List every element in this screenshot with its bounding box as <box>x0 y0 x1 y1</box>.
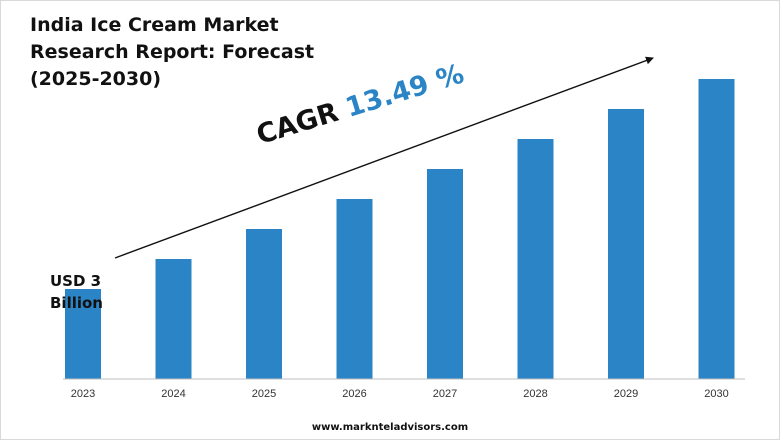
base-value-line-1: USD 3 <box>50 272 102 290</box>
chart-title: India Ice Cream Market Research Report: … <box>30 12 350 93</box>
title-line-3: (2025-2030) <box>30 68 162 90</box>
bar-2030 <box>698 79 735 379</box>
bar-2025 <box>246 229 282 379</box>
x-tick-2023: 2023 <box>71 388 95 400</box>
footer-url: www.marknteladvisors.com <box>311 422 469 433</box>
base-value-line-2: Billion <box>50 294 103 312</box>
bar-2024 <box>155 259 192 379</box>
bar-2027 <box>427 169 463 379</box>
title-line-2: Research Report: Forecast <box>30 41 315 63</box>
x-tick-2026: 2026 <box>342 388 366 400</box>
x-tick-2024: 2024 <box>161 388 185 400</box>
x-tick-2030: 2030 <box>704 388 728 400</box>
bar-2023 <box>65 289 101 379</box>
title-line-1: India Ice Cream Market <box>30 14 279 36</box>
x-tick-2029: 2029 <box>614 388 638 400</box>
growth-arrow <box>114 56 654 259</box>
x-tick-2025: 2025 <box>252 388 276 400</box>
x-tick-2027: 2027 <box>433 388 457 400</box>
base-value-label: USD 3 Billion <box>50 270 120 314</box>
bar-2026 <box>336 199 373 379</box>
x-tick-2028: 2028 <box>523 388 547 400</box>
bar-2029 <box>608 109 644 379</box>
bar-2028 <box>517 139 554 379</box>
